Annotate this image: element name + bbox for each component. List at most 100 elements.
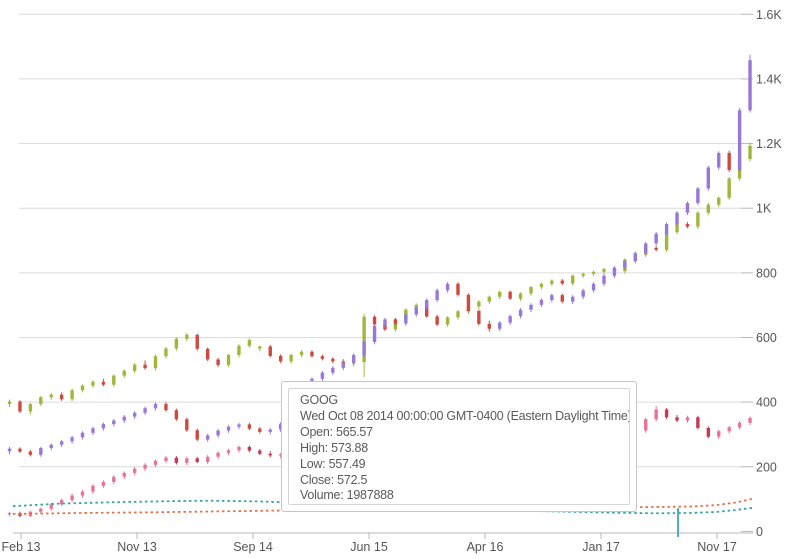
pink-candle-series-body[interactable] (258, 450, 262, 454)
goog-candle-series-body[interactable] (685, 224, 690, 227)
goog-candle-series-body[interactable] (132, 364, 137, 371)
goog-candle-series-body[interactable] (727, 178, 731, 198)
goog-candle-series-body[interactable] (91, 381, 95, 386)
purple-candle-series-body[interactable] (414, 308, 418, 315)
pink-candle-series-body[interactable] (143, 464, 147, 469)
pink-candle-series-body[interactable] (185, 458, 189, 463)
purple-candle-series-body[interactable] (268, 429, 272, 432)
purple-candle-series-body[interactable] (748, 60, 752, 111)
goog-candle-series-body[interactable] (278, 355, 283, 362)
goog-candle-series-body[interactable] (696, 212, 700, 227)
purple-candle-series-body[interactable] (633, 253, 637, 262)
goog-candle-series-body[interactable] (362, 316, 366, 363)
pink-candle-series-body[interactable] (727, 427, 731, 432)
goog-candle-series-body[interactable] (247, 340, 252, 346)
pink-candle-series-body[interactable] (91, 485, 95, 492)
purple-candle-series-body[interactable] (216, 430, 220, 436)
goog-candle-series-body[interactable] (487, 296, 491, 302)
purple-candle-series-body[interactable] (59, 441, 64, 445)
goog-candle-series-body[interactable] (706, 204, 711, 213)
purple-candle-series-body[interactable] (612, 267, 617, 276)
purple-candle-series-body[interactable] (425, 299, 429, 309)
purple-candle-series-body[interactable] (205, 435, 210, 440)
purple-candle-series-body[interactable] (508, 316, 512, 323)
purple-candle-series-body[interactable] (174, 410, 179, 420)
pink-candle-series-body[interactable] (226, 450, 231, 453)
pink-candle-series-body[interactable] (664, 409, 669, 418)
purple-candle-series-body[interactable] (498, 322, 502, 329)
purple-candle-series-body[interactable] (331, 367, 335, 373)
pink-candle-series-body[interactable] (49, 504, 53, 509)
pink-candle-series-body[interactable] (247, 447, 252, 451)
purple-candle-series-body[interactable] (529, 304, 533, 310)
goog-candle-series-body[interactable] (675, 224, 679, 233)
purple-candle-series-body[interactable] (560, 295, 564, 302)
goog-candle-series-body[interactable] (477, 301, 481, 307)
goog-candle-series-body[interactable] (445, 317, 450, 325)
purple-candle-series-body[interactable] (153, 404, 158, 409)
goog-candle-series-body[interactable] (310, 351, 314, 357)
purple-candle-series-body[interactable] (404, 314, 408, 324)
goog-candle-series-body[interactable] (49, 394, 53, 398)
goog-candle-series-body[interactable] (581, 273, 585, 276)
purple-candle-series-body[interactable] (685, 203, 690, 213)
purple-candle-series-body[interactable] (39, 448, 43, 455)
purple-candle-series-body[interactable] (18, 448, 22, 452)
purple-candle-series-body[interactable] (247, 424, 252, 429)
goog-candle-series-body[interactable] (59, 394, 64, 400)
purple-candle-series-body[interactable] (393, 319, 398, 324)
pink-candle-series-body[interactable] (70, 495, 74, 501)
purple-candle-series-body[interactable] (362, 342, 366, 355)
purple-candle-series-body[interactable] (164, 404, 168, 411)
pink-candle-series-body[interactable] (748, 417, 752, 423)
pink-candle-series-body[interactable] (122, 472, 126, 477)
purple-candle-series-body[interactable] (737, 110, 742, 171)
purple-candle-series-body[interactable] (664, 224, 669, 234)
purple-candle-series-body[interactable] (7, 448, 12, 452)
purple-candle-series-body[interactable] (571, 296, 575, 302)
goog-candle-series-body[interactable] (70, 390, 74, 400)
pink-candle-series-body[interactable] (164, 457, 168, 461)
goog-candle-series-body[interactable] (320, 356, 325, 359)
purple-candle-series-body[interactable] (132, 412, 137, 417)
pink-candle-series-body[interactable] (717, 431, 721, 437)
goog-candle-series-body[interactable] (299, 351, 304, 355)
purple-candle-series-body[interactable] (258, 428, 262, 432)
purple-candle-series-body[interactable] (237, 424, 241, 427)
purple-candle-series-body[interactable] (383, 319, 387, 326)
goog-candle-series-body[interactable] (435, 316, 439, 325)
goog-candle-series-body[interactable] (748, 145, 752, 160)
purple-candle-series-body[interactable] (591, 283, 596, 291)
goog-candle-series-body[interactable] (539, 283, 544, 288)
goog-candle-series-body[interactable] (237, 345, 241, 355)
goog-candle-series-body[interactable] (508, 291, 512, 299)
purple-candle-series-body[interactable] (101, 424, 106, 429)
purple-candle-series-body[interactable] (696, 188, 700, 204)
pink-candle-series-body[interactable] (675, 417, 679, 421)
pink-candle-series-body[interactable] (237, 447, 241, 451)
purple-candle-series-body[interactable] (550, 295, 554, 300)
pink-candle-series-body[interactable] (7, 512, 12, 515)
purple-candle-series-body[interactable] (706, 167, 711, 189)
pink-candle-series-body[interactable] (654, 409, 658, 420)
goog-candle-series-body[interactable] (174, 338, 179, 349)
goog-candle-series-body[interactable] (529, 287, 533, 294)
purple-candle-series-body[interactable] (80, 432, 85, 438)
goog-candle-series-body[interactable] (216, 359, 220, 365)
goog-candle-series-body[interactable] (456, 311, 460, 318)
pink-candle-series-body[interactable] (706, 427, 711, 437)
pink-candle-series-body[interactable] (101, 481, 106, 486)
goog-candle-series-body[interactable] (591, 271, 596, 274)
goog-candle-series-body[interactable] (226, 354, 231, 365)
goog-candle-series-body[interactable] (101, 381, 106, 385)
goog-candle-series-body[interactable] (112, 375, 116, 385)
purple-candle-series-body[interactable] (644, 243, 648, 254)
goog-candle-series-body[interactable] (28, 404, 33, 412)
pink-candle-series-body[interactable] (696, 417, 700, 428)
purple-candle-series-body[interactable] (675, 212, 679, 225)
pink-candle-series-body[interactable] (132, 468, 137, 473)
purple-candle-series-body[interactable] (278, 423, 283, 430)
pink-candle-series-body[interactable] (112, 476, 116, 482)
goog-candle-series-body[interactable] (550, 280, 554, 284)
purple-candle-series-body[interactable] (581, 290, 585, 297)
